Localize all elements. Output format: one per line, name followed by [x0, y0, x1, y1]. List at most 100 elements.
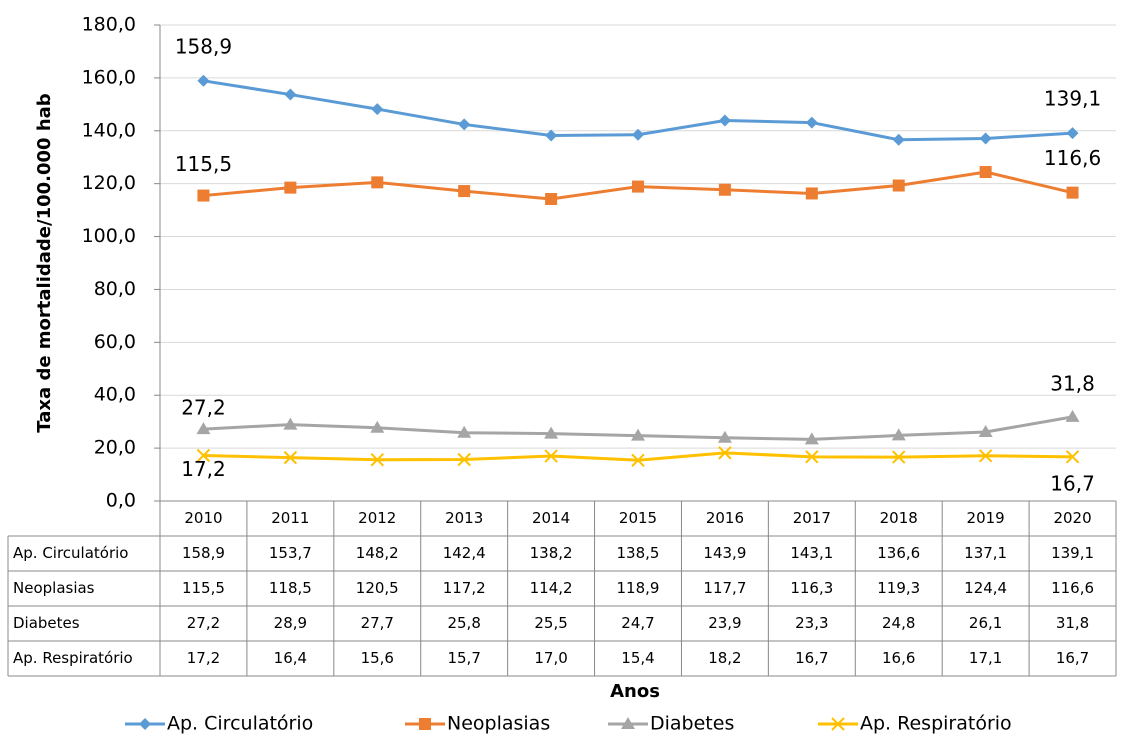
table-cell: 27,7 [361, 614, 394, 632]
marker [1065, 450, 1080, 464]
table-cell: 17,2 [187, 649, 220, 667]
table-cell: 116,3 [790, 579, 833, 597]
table-cell: 120,5 [356, 579, 399, 597]
table-cell: 119,3 [877, 579, 920, 597]
y-tick-label: 120,0 [82, 172, 136, 194]
x-tick-label: 2018 [880, 509, 918, 527]
marker [892, 133, 905, 146]
marker [718, 114, 731, 127]
data-label: 17,2 [181, 457, 226, 481]
data-label: 31,8 [1050, 371, 1095, 395]
y-tick-label: 180,0 [82, 14, 136, 36]
legend-label: Ap. Respiratório [860, 713, 1012, 735]
x-tick-label: 2014 [532, 509, 570, 527]
marker [457, 425, 472, 438]
y-tick-label: 0,0 [106, 490, 136, 512]
marker [632, 180, 644, 193]
marker [804, 432, 819, 445]
x-tick-label: 2013 [445, 509, 483, 527]
table-cell: 118,5 [269, 579, 312, 597]
marker [631, 453, 645, 467]
table-row-label: Ap. Circulatório [13, 544, 128, 562]
marker [1065, 409, 1080, 422]
table-cell: 138,5 [617, 544, 660, 562]
legend-label: Neoplasias [447, 713, 550, 735]
marker [805, 116, 818, 129]
table-cell: 138,2 [530, 544, 573, 562]
y-tick-label: 40,0 [94, 384, 136, 406]
marker [831, 717, 845, 731]
table-row-label: Neoplasias [13, 579, 95, 597]
y-tick-label: 60,0 [94, 331, 136, 353]
marker [419, 718, 431, 730]
x-tick-label: 2016 [706, 509, 744, 527]
marker [545, 129, 558, 142]
table-cell: 16,7 [795, 649, 828, 667]
x-tick-label: 2012 [358, 509, 396, 527]
data-label: 139,1 [1044, 87, 1101, 111]
marker [370, 453, 384, 467]
marker [979, 132, 992, 145]
marker [370, 420, 385, 433]
table-cell: 15,7 [447, 649, 480, 667]
table-cell: 16,7 [1056, 649, 1089, 667]
table-cell: 25,5 [534, 614, 567, 632]
table-cell: 25,8 [447, 614, 480, 632]
table-cell: 117,2 [443, 579, 486, 597]
data-label: 115,5 [175, 152, 232, 176]
table-cell: 26,1 [969, 614, 1002, 632]
table-cell: 115,5 [182, 579, 225, 597]
data-label: 16,7 [1050, 471, 1095, 495]
marker [196, 448, 211, 463]
marker [891, 428, 906, 441]
legend-label: Ap. Circulatório [167, 713, 313, 735]
marker [371, 176, 384, 189]
marker [197, 189, 210, 202]
marker [631, 428, 645, 441]
table-cell: 153,7 [269, 544, 312, 562]
legend-label: Diabetes [650, 713, 734, 735]
marker [632, 128, 644, 141]
marker [284, 88, 297, 101]
table-cell: 16,6 [882, 649, 915, 667]
table-cell: 148,2 [356, 544, 399, 562]
marker [805, 187, 818, 200]
table-cell: 23,9 [708, 614, 741, 632]
marker [139, 718, 151, 730]
table-cell: 17,0 [534, 649, 567, 667]
marker [621, 717, 635, 729]
x-axis-title: Anos [610, 681, 660, 702]
table-cell: 31,8 [1056, 614, 1089, 632]
marker [979, 166, 992, 179]
marker [978, 424, 993, 437]
x-tick-label: 2010 [184, 509, 222, 527]
x-tick-label: 2017 [793, 509, 831, 527]
table-cell: 137,1 [964, 544, 1007, 562]
marker [544, 449, 558, 463]
marker [978, 449, 993, 463]
table-cell: 136,6 [877, 544, 920, 562]
table-cell: 139,1 [1051, 544, 1094, 562]
marker [545, 193, 558, 206]
data-label: 116,6 [1044, 146, 1101, 170]
marker [1066, 127, 1079, 140]
x-tick-label: 2011 [271, 509, 309, 527]
y-tick-label: 100,0 [82, 225, 136, 247]
y-axis-title: Taxa de mortalidade/100.000 hab [34, 93, 55, 432]
table-cell: 116,6 [1051, 579, 1094, 597]
x-tick-label: 2015 [619, 509, 657, 527]
table-cell: 124,4 [964, 579, 1007, 597]
table-cell: 27,2 [187, 614, 220, 632]
table-cell: 23,3 [795, 614, 828, 632]
y-tick-label: 160,0 [82, 66, 136, 88]
marker [717, 430, 732, 443]
x-tick-label: 2019 [967, 509, 1005, 527]
y-tick-label: 80,0 [94, 278, 136, 300]
marker [1066, 186, 1079, 199]
marker [284, 181, 297, 194]
table-cell: 17,1 [969, 649, 1002, 667]
table-row-label: Diabetes [13, 614, 80, 632]
table-cell: 15,6 [361, 649, 394, 667]
marker [892, 179, 905, 192]
marker [458, 185, 471, 198]
